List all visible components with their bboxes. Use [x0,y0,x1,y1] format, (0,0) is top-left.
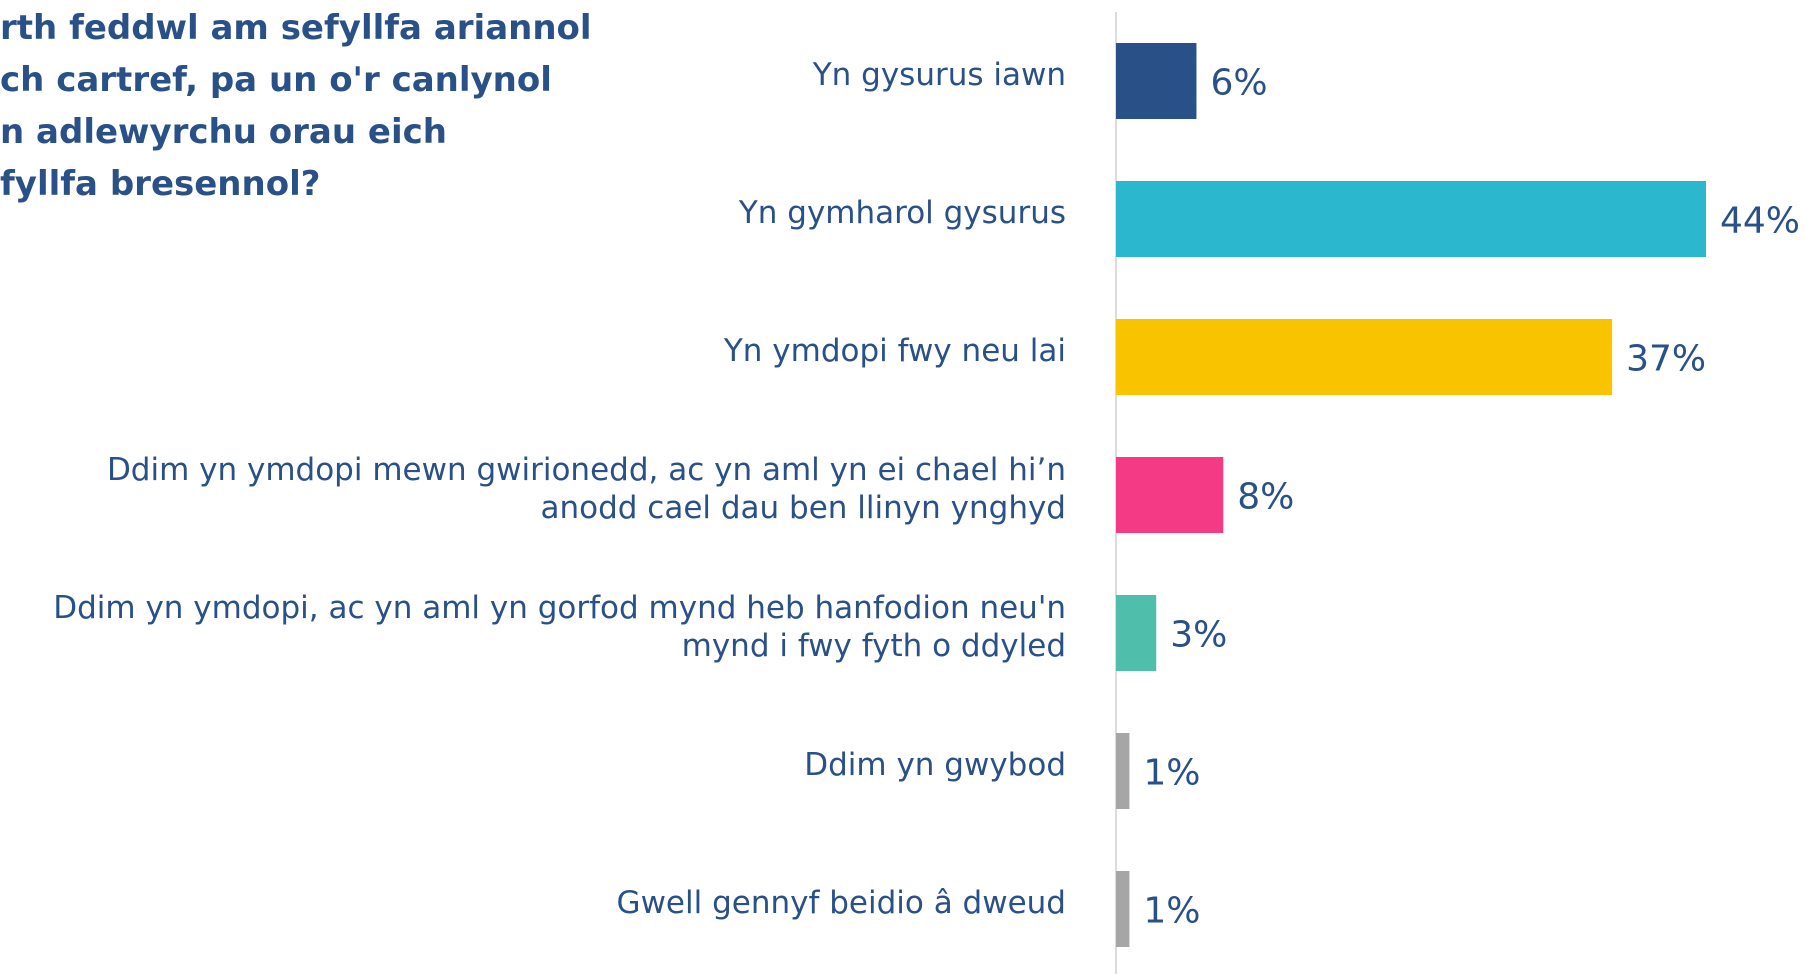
chart-title: n adlewyrchu orau eich [0,112,447,152]
bar [1116,733,1130,809]
chart-title: fyllfa bresennol? [0,164,321,204]
category-label: Yn gysurus iawn [812,57,1066,93]
bar [1116,181,1706,257]
chart-title: rth feddwl am sefyllfa ariannol [0,8,592,48]
category-label: Ddim yn ymdopi, ac yn aml yn gorfod mynd… [53,590,1066,664]
value-label: 37% [1626,338,1707,380]
category-label: Ddim yn gwybod [804,747,1066,783]
category-label: Yn gymharol gysurus [738,195,1066,231]
category-label: Gwell gennyf beidio â dweud [616,885,1066,921]
value-label: 1% [1143,752,1201,794]
value-label: 3% [1170,614,1228,656]
bar [1116,319,1613,395]
bar [1116,595,1157,671]
value-label: 6% [1210,62,1268,104]
value-label: 44% [1720,200,1801,242]
category-label: Yn ymdopi fwy neu lai [723,333,1066,369]
category-label: Ddim yn ymdopi mewn gwirionedd, ac yn am… [106,452,1066,526]
bar [1116,43,1197,119]
bar [1116,871,1130,947]
value-label: 8% [1237,476,1295,518]
value-label: 1% [1143,890,1201,932]
bar [1116,457,1224,533]
chart-title: ch cartref, pa un o'r canlynol [0,60,552,100]
